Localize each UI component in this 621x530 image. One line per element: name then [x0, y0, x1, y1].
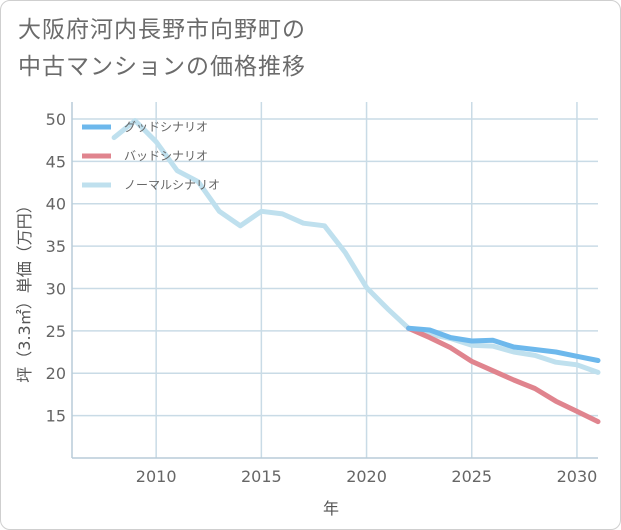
y-tick-label: 35	[46, 237, 66, 256]
y-tick-label: 40	[46, 195, 66, 214]
y-tick-label: 45	[46, 152, 66, 171]
legend-label: ノーマルシナリオ	[124, 178, 220, 192]
x-axis-label: 年	[323, 499, 339, 518]
y-tick-label: 15	[46, 407, 66, 426]
series-line-2	[111, 118, 601, 375]
x-tick-label: 2025	[451, 467, 492, 486]
y-tick-label: 20	[46, 364, 66, 383]
chart-title-line-2: 中古マンションの価格推移	[18, 54, 306, 80]
legend-label: グッドシナリオ	[124, 120, 208, 134]
chart-title-line-1: 大阪府河内長野市向野町の	[18, 17, 306, 43]
x-tick-label: 2020	[346, 467, 387, 486]
y-tick-label: 25	[46, 322, 66, 341]
plot-border	[71, 102, 598, 459]
chart-title: 大阪府河内長野市向野町の 中古マンションの価格推移	[18, 12, 538, 86]
x-tick-label: 2015	[241, 467, 282, 486]
series-line-1	[406, 325, 601, 425]
x-tick-label: 2010	[136, 467, 177, 486]
y-tick-label: 30	[46, 279, 66, 298]
y-tick-label: 50	[46, 110, 66, 129]
x-tick-label: 2030	[557, 467, 598, 486]
legend-label: バッドシナリオ	[124, 149, 208, 163]
series-line-0	[406, 325, 601, 363]
grid-lines	[72, 102, 598, 458]
series-lines	[111, 118, 601, 425]
y-axis-label: 坪（3.3㎡）単価（万円）	[15, 197, 34, 382]
